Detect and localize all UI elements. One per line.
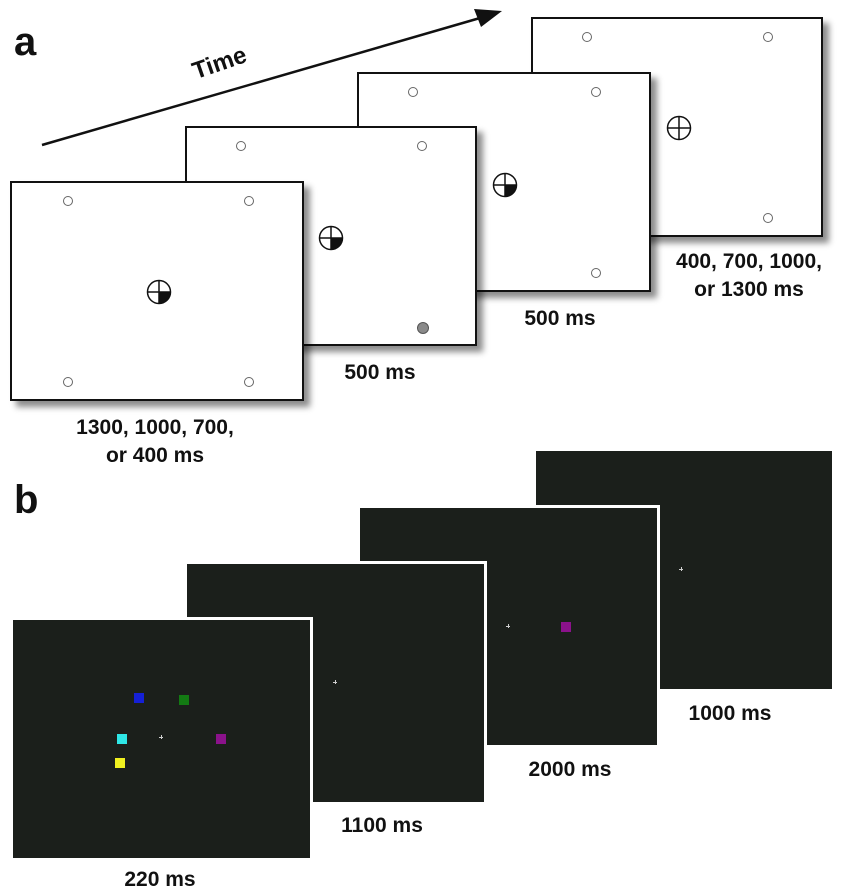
placeholder-circle	[763, 32, 773, 42]
memory-square-yellow	[115, 758, 125, 768]
memory-square-purple	[216, 734, 226, 744]
target-dot	[417, 322, 429, 334]
fixation-cue-icon	[146, 279, 172, 305]
fixation-cross	[159, 735, 163, 739]
frame-b1	[13, 620, 310, 858]
placeholder-circle	[591, 87, 601, 97]
memory-square-cyan	[117, 734, 127, 744]
placeholder-circle	[408, 87, 418, 97]
memory-square-blue	[134, 693, 144, 703]
caption-b1: 220 ms	[124, 868, 196, 891]
placeholder-circle	[244, 196, 254, 206]
placeholder-circle	[63, 377, 73, 387]
caption-b3: 2000 ms	[528, 758, 612, 781]
fixation-cross	[506, 624, 510, 628]
fixation-icon	[666, 115, 692, 141]
fixation-cue-icon	[318, 225, 344, 251]
caption-a1: 1300, 1000, 700, or 400 ms	[76, 416, 234, 467]
frame-a1	[10, 181, 304, 401]
fixation-cross	[679, 567, 683, 571]
placeholder-circle	[582, 32, 592, 42]
probe-square-purple	[561, 622, 571, 632]
memory-square-green	[179, 695, 189, 705]
placeholder-circle	[763, 213, 773, 223]
caption-b4: 1000 ms	[688, 702, 772, 725]
placeholder-circle	[63, 196, 73, 206]
panel-b-label: b	[14, 478, 39, 522]
caption-b2: 1100 ms	[341, 814, 423, 837]
caption-a2: 500 ms	[344, 361, 416, 384]
placeholder-circle	[244, 377, 254, 387]
caption-a4: 400, 700, 1000, or 1300 ms	[676, 250, 822, 301]
caption-a3: 500 ms	[524, 307, 596, 330]
placeholder-circle	[417, 141, 427, 151]
panel-a-label: a	[14, 20, 37, 64]
fixation-cross	[333, 680, 337, 684]
fixation-cue-icon	[492, 172, 518, 198]
placeholder-circle	[236, 141, 246, 151]
placeholder-circle	[591, 268, 601, 278]
